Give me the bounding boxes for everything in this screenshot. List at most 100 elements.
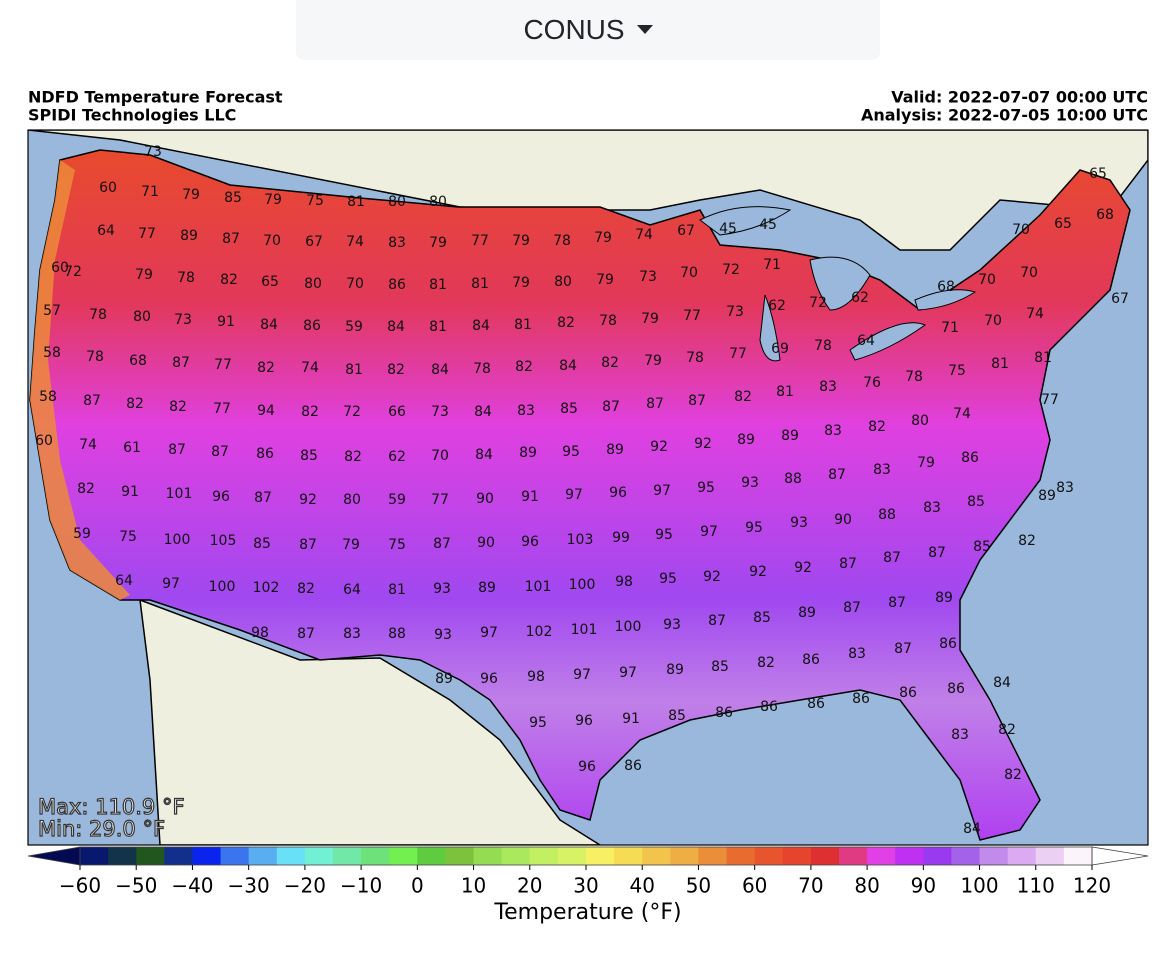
station-value: 83 <box>343 626 361 642</box>
station-value: 64 <box>857 333 875 349</box>
station-value: 92 <box>794 560 812 576</box>
map-title: NDFD Temperature Forecast <box>28 88 283 107</box>
station-value: 59 <box>345 319 363 335</box>
station-value: 84 <box>472 318 490 334</box>
colorbar-bin <box>754 847 784 865</box>
station-value: 81 <box>429 277 447 293</box>
station-value: 92 <box>749 564 767 580</box>
station-value: 86 <box>760 699 778 715</box>
station-value: 70 <box>263 233 281 249</box>
colorbar-bin <box>670 847 699 865</box>
station-value: 81 <box>429 319 447 335</box>
station-value: 87 <box>839 556 857 572</box>
station-value: 83 <box>873 462 891 478</box>
station-value: 89 <box>1038 488 1056 504</box>
colorbar-tick-label: 0 <box>411 874 424 898</box>
station-value: 84 <box>260 317 278 333</box>
station-value: 58 <box>43 345 61 361</box>
colorbar-bin <box>333 847 362 865</box>
station-value: 73 <box>144 144 162 160</box>
station-value: 66 <box>388 404 406 420</box>
station-value: 95 <box>745 520 763 536</box>
station-value: 85 <box>300 448 318 464</box>
station-value: 93 <box>663 617 681 633</box>
station-value: 70 <box>346 276 364 292</box>
colorbar-tick-label: −50 <box>115 874 157 898</box>
colorbar-bin <box>1063 847 1093 865</box>
station-value: 88 <box>784 471 802 487</box>
station-value: 86 <box>256 446 274 462</box>
station-value: 45 <box>719 221 737 237</box>
station-value: 91 <box>217 314 235 330</box>
station-value: 65 <box>1054 216 1072 232</box>
region-dropdown[interactable]: CONUS <box>296 0 880 60</box>
station-value: 79 <box>917 455 935 471</box>
station-value: 101 <box>571 622 598 638</box>
station-value: 77 <box>471 233 489 249</box>
colorbar-bin <box>726 847 756 865</box>
caret <box>636 25 653 34</box>
station-value: 98 <box>251 625 269 641</box>
colorbar-bin <box>951 847 981 865</box>
station-value: 86 <box>624 758 642 774</box>
station-value: 87 <box>602 399 620 415</box>
station-value: 83 <box>923 500 941 516</box>
station-value: 79 <box>342 537 360 553</box>
station-value: 89 <box>435 671 453 687</box>
colorbar-bin <box>557 847 587 865</box>
station-value: 73 <box>726 304 744 320</box>
station-value: 97 <box>653 483 671 499</box>
colorbar-bin <box>80 847 109 865</box>
station-value: 65 <box>1089 166 1107 182</box>
colorbar-bin <box>1035 847 1065 865</box>
station-value: 87 <box>222 231 240 247</box>
station-value: 96 <box>521 534 539 550</box>
station-value: 80 <box>554 274 572 290</box>
colorbar-tick-label: 10 <box>461 874 486 898</box>
station-value: 45 <box>759 217 777 233</box>
colorbar-bin <box>614 847 643 865</box>
station-value: 97 <box>162 576 180 592</box>
station-value: 94 <box>257 403 275 419</box>
station-value: 82 <box>126 396 144 412</box>
station-value: 73 <box>174 312 192 328</box>
station-value: 67 <box>1111 291 1129 307</box>
colorbar-bin <box>979 847 1009 865</box>
station-value: 86 <box>388 277 406 293</box>
station-value: 99 <box>612 530 630 546</box>
station-value: 82 <box>220 272 238 288</box>
station-value: 83 <box>388 235 406 251</box>
station-value: 70 <box>978 272 996 288</box>
station-value: 91 <box>521 489 539 505</box>
colorbar-bin <box>501 847 531 865</box>
station-value: 92 <box>650 439 668 455</box>
colorbar-bin <box>1007 847 1037 865</box>
colorbar-bin <box>304 847 334 865</box>
station-value: 89 <box>737 432 755 448</box>
station-value: 72 <box>343 404 361 420</box>
station-value: 101 <box>525 579 552 595</box>
station-value: 82 <box>601 355 619 371</box>
colorbar-bin <box>698 847 728 865</box>
station-value: 102 <box>253 580 280 596</box>
station-value: 96 <box>609 485 627 501</box>
station-value: 87 <box>883 550 901 566</box>
station-value: 79 <box>594 230 612 246</box>
station-value: 84 <box>963 821 981 837</box>
station-value: 80 <box>388 194 406 210</box>
colorbar-bin <box>361 847 390 865</box>
station-value: 87 <box>297 626 315 642</box>
station-value: 87 <box>843 600 861 616</box>
colorbar-bin <box>220 847 250 865</box>
station-value: 73 <box>639 269 657 285</box>
station-value: 70 <box>680 265 698 281</box>
colorbar-bin <box>108 847 137 865</box>
station-value: 78 <box>814 338 832 354</box>
colorbar-bin <box>276 847 306 865</box>
station-value: 95 <box>697 480 715 496</box>
colorbar-bin <box>867 847 896 865</box>
lake-erie <box>849 322 927 361</box>
station-value: 89 <box>478 580 496 596</box>
colorbar-under <box>27 846 81 866</box>
station-value: 74 <box>635 227 653 243</box>
